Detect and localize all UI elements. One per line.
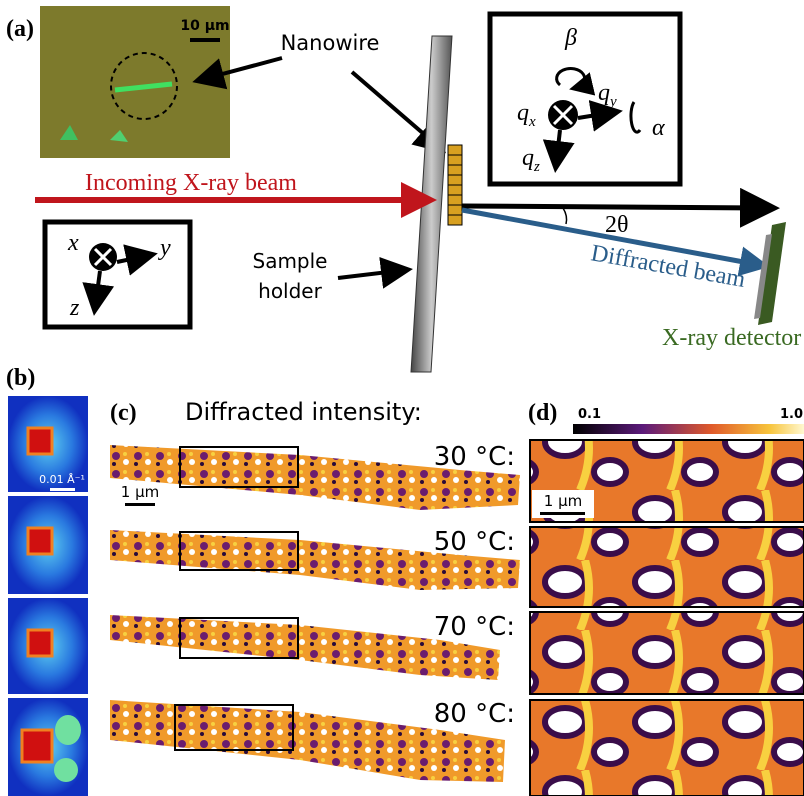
temperature-label: 70 °C:: [434, 612, 515, 642]
scale-bar-label: 1 µm: [121, 483, 159, 501]
detector-label: X-ray detector: [662, 325, 801, 351]
panel-label: (c): [110, 400, 137, 426]
colorbar-max: 1.0: [780, 407, 803, 422]
incoming-beam-label: Incoming X-ray beam: [85, 170, 297, 196]
temperature-label: 80 °C:: [434, 699, 515, 729]
diffraction-patterns: [8, 396, 88, 796]
qz-subscript: z: [533, 159, 540, 175]
x-axis-label: x: [67, 230, 79, 256]
y-axis-label: y: [158, 235, 171, 261]
qx-subscript: x: [528, 114, 536, 130]
panel-label: (d): [528, 400, 557, 426]
panel-label: (b): [6, 365, 35, 391]
sample-holder-label: Sample: [253, 249, 328, 273]
scale-bar-label: 1 µm: [544, 492, 582, 510]
nanowire-label: Nanowire: [281, 31, 380, 55]
beta-label: β: [564, 25, 577, 51]
sample-holder: [411, 36, 452, 372]
colorbar: [573, 424, 804, 434]
temperature-label: 30 °C:: [434, 442, 515, 472]
angle-label: 2θ: [605, 212, 629, 238]
qz-symbol: q: [522, 145, 534, 171]
scale-bar-label: 10 µm: [180, 18, 229, 34]
sample-holder-label: holder: [258, 279, 322, 303]
temperature-label: 50 °C:: [434, 527, 515, 557]
z-axis-label: z: [69, 295, 80, 321]
panel-label: (a): [6, 16, 34, 42]
scale-bar-label: 0.01 Å⁻¹: [39, 473, 85, 486]
figure: (a) 10 µm Nanowire Incoming X-ray beam 2…: [0, 0, 804, 796]
qy-symbol: q: [598, 80, 610, 106]
panel-title: Diffracted intensity:: [185, 398, 422, 426]
alpha-label: α: [652, 115, 665, 141]
colorbar-min: 0.1: [578, 407, 601, 422]
qx-symbol: q: [517, 100, 529, 126]
qy-subscript: y: [608, 94, 617, 110]
